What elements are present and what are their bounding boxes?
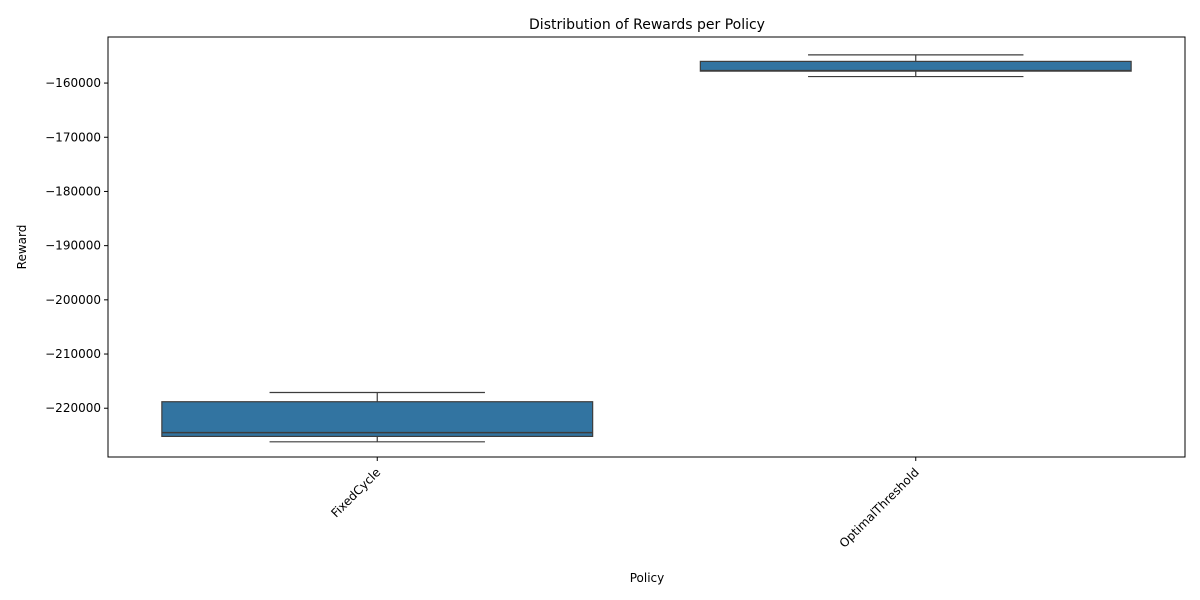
x-axis-label: Policy xyxy=(630,571,665,585)
plot-area xyxy=(161,54,1132,443)
chart-title: Distribution of Rewards per Policy xyxy=(529,17,765,33)
y-tick-label: −160000 xyxy=(45,76,101,90)
iqr-box xyxy=(161,401,594,438)
y-axis-label: Reward xyxy=(15,225,29,270)
x-tick-label: OptimalThreshold xyxy=(837,465,922,550)
x-axis: FixedCycle OptimalThreshold xyxy=(328,457,922,551)
plot-frame xyxy=(107,36,1186,458)
y-tick-label: −220000 xyxy=(45,401,101,415)
y-tick-label: −200000 xyxy=(45,293,101,307)
box-OptimalThreshold xyxy=(699,54,1132,78)
x-tick-label: FixedCycle xyxy=(328,465,383,520)
iqr-box xyxy=(699,60,1132,72)
box-FixedCycle xyxy=(161,391,594,443)
y-tick-label: −170000 xyxy=(45,130,101,144)
y-tick-label: −180000 xyxy=(45,184,101,198)
y-tick-label: −190000 xyxy=(45,239,101,253)
y-axis: −160000 −170000 −180000 −190000 −200000 −2100… xyxy=(45,76,108,415)
y-tick-label: −210000 xyxy=(45,347,101,361)
